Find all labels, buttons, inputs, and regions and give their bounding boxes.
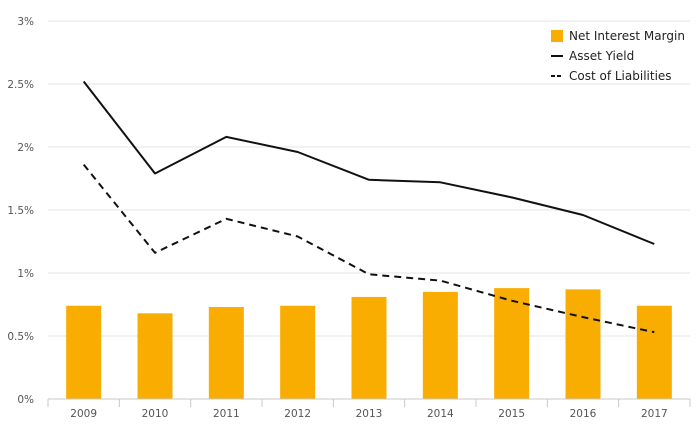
legend-label-net-interest-margin: Net Interest Margin bbox=[569, 29, 685, 43]
x-tick-label: 2016 bbox=[570, 408, 597, 420]
bar-net-interest-margin bbox=[137, 313, 173, 399]
legend-swatch-net-interest-margin bbox=[551, 30, 563, 42]
bar-net-interest-margin bbox=[565, 289, 601, 399]
y-tick-label: 0% bbox=[17, 394, 34, 406]
y-tick-label: 2% bbox=[17, 142, 34, 154]
bar-net-interest-margin bbox=[351, 296, 387, 399]
bar-net-interest-margin bbox=[66, 305, 102, 399]
x-tick-label: 2017 bbox=[641, 408, 668, 420]
y-tick-label: 0.5% bbox=[7, 331, 34, 343]
line-asset-yield bbox=[82, 80, 655, 245]
legend-label-asset-yield: Asset Yield bbox=[569, 49, 634, 63]
x-tick-label: 2012 bbox=[284, 408, 311, 420]
legend: Net Interest Margin Asset Yield Cost of Li… bbox=[551, 29, 685, 83]
axes: 0% 0.5% 1% 1.5% 2% 2.5% 3% 2009 2010 2011 2012 2013… bbox=[7, 16, 691, 420]
bar-net-interest-margin bbox=[208, 307, 244, 399]
x-tick-label: 2014 bbox=[427, 408, 454, 420]
legend-label-cost-of-liabilities: Cost of Liabilities bbox=[569, 69, 672, 83]
x-tick-label: 2011 bbox=[213, 408, 240, 420]
bar-net-interest-margin bbox=[494, 288, 530, 399]
bar-series bbox=[66, 288, 672, 399]
y-tick-label: 2.5% bbox=[7, 79, 34, 91]
bar-net-interest-margin bbox=[280, 305, 316, 399]
y-tick-label: 1.5% bbox=[7, 205, 34, 217]
line-cost-of-liabilities bbox=[82, 163, 655, 334]
y-tick-label: 1% bbox=[17, 268, 34, 280]
x-tick-label: 2015 bbox=[498, 408, 525, 420]
y-tick-label: 3% bbox=[17, 16, 34, 28]
x-tick-label: 2009 bbox=[70, 408, 97, 420]
bar-net-interest-margin bbox=[422, 291, 458, 399]
x-tick-label: 2010 bbox=[142, 408, 169, 420]
x-tick-label: 2013 bbox=[356, 408, 383, 420]
bar-net-interest-margin bbox=[636, 305, 672, 399]
line-series bbox=[82, 80, 655, 334]
